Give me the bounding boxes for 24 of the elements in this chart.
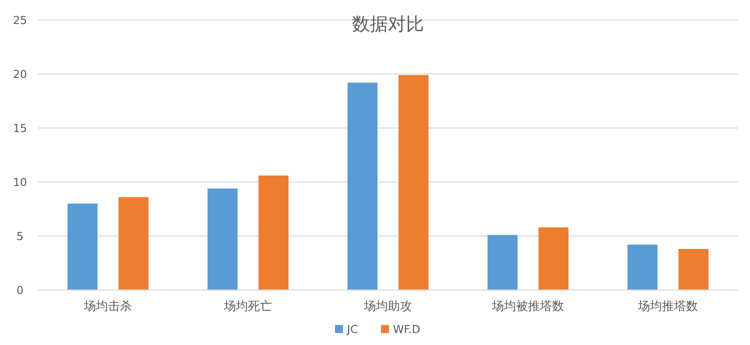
x-tick-label: 场均被推塔数 <box>491 299 564 313</box>
bar <box>398 75 428 290</box>
y-tick-label: 25 <box>13 14 27 27</box>
bar <box>538 227 568 290</box>
bar <box>348 82 378 290</box>
y-tick-label: 5 <box>16 230 24 243</box>
y-tick-label: 10 <box>13 176 27 189</box>
bar <box>258 176 288 290</box>
bar <box>628 244 658 290</box>
legend-label: WF.D <box>393 323 420 336</box>
chart-title: 数据对比 <box>352 14 424 35</box>
bar <box>118 197 148 290</box>
bar <box>678 248 708 290</box>
bar <box>208 188 238 290</box>
y-tick-label: 0 <box>16 284 24 297</box>
x-tick-label: 场均助攻 <box>363 299 412 313</box>
x-tick-label: 场均死亡 <box>223 299 272 313</box>
y-tick-label: 15 <box>13 122 27 135</box>
legend-label: JC <box>346 323 358 336</box>
x-tick-label: 场均击杀 <box>83 299 132 313</box>
x-tick-label: 场均推塔数 <box>637 299 698 313</box>
bar <box>68 204 98 290</box>
y-tick-label: 20 <box>13 68 27 81</box>
bar <box>488 234 518 290</box>
